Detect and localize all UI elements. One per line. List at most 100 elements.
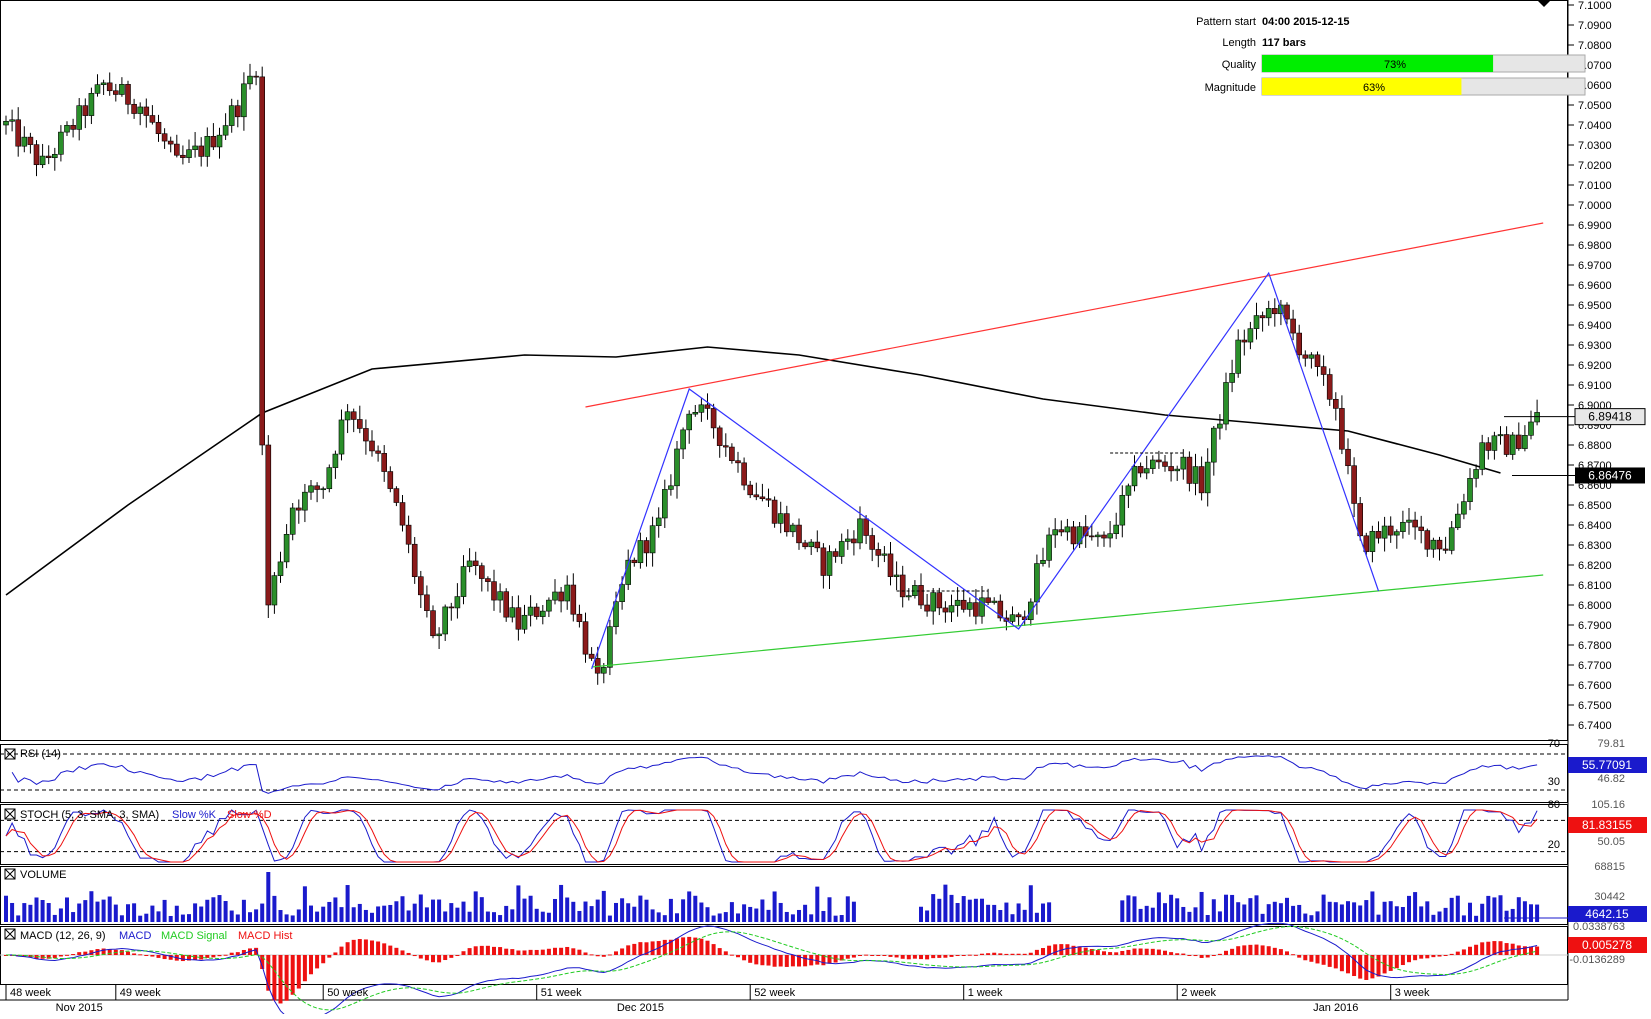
- macd-hist-bar: [363, 939, 368, 955]
- macd-hist-bar: [1120, 950, 1125, 955]
- macd-signal-legend: MACD Signal: [161, 930, 227, 942]
- rsi-panel[interactable]: RSI (14) 79.81 70 30 46.82 55.77091: [20, 738, 1647, 788]
- macd-hist-bar: [1516, 945, 1521, 955]
- candle: [1424, 528, 1431, 557]
- stochastic-panel[interactable]: STOCH (5, 3, SMA, 3, SMA) Slow %K Slow %…: [20, 799, 1647, 851]
- candle: [1107, 521, 1113, 548]
- volume-bar: [723, 912, 728, 922]
- macd-hist-bar: [1028, 952, 1033, 955]
- volume-bar: [126, 904, 130, 922]
- macd-hist-bar: [937, 955, 942, 958]
- candle-body: [851, 538, 857, 544]
- volume-bar: [980, 898, 984, 922]
- candle: [1247, 321, 1254, 350]
- candle-body: [765, 498, 772, 501]
- macd-hist-bar: [998, 953, 1003, 955]
- candle: [442, 604, 449, 641]
- candle-body: [1473, 469, 1479, 479]
- macd-hist-bar: [1187, 955, 1192, 956]
- candle-body: [661, 489, 668, 519]
- candle: [161, 128, 168, 149]
- price-tick-label: 6.7800: [1578, 640, 1612, 652]
- macd-hist-bar: [1077, 946, 1082, 955]
- candle-body: [1503, 434, 1510, 455]
- candle: [905, 588, 912, 601]
- candle: [1186, 451, 1193, 492]
- volume-bar: [772, 891, 777, 922]
- candle-body: [918, 585, 924, 606]
- volume-bar: [681, 899, 686, 922]
- volume-bar: [217, 895, 222, 922]
- candle: [411, 537, 418, 584]
- macd-hist-bar: [315, 955, 320, 969]
- volume-bar: [601, 890, 606, 922]
- macd-hist-bar: [1419, 955, 1424, 959]
- volume-bar: [65, 897, 69, 922]
- volume-bar: [1010, 914, 1015, 922]
- candle-body: [1040, 559, 1046, 564]
- macd-hist-bar: [1278, 949, 1283, 955]
- candle: [1448, 521, 1455, 555]
- candle-body: [1137, 466, 1144, 474]
- price-tick-label: 6.9400: [1578, 320, 1612, 332]
- candle: [381, 445, 388, 482]
- candle: [350, 408, 357, 433]
- volume-bar: [296, 909, 301, 922]
- time-axis[interactable]: 48 week 49 week 50 week 51 week 52 week 1 wee…: [5, 984, 1430, 1014]
- macd-hist-bar: [772, 955, 777, 967]
- candle: [954, 587, 961, 617]
- macd-hist-bar: [1132, 948, 1137, 955]
- price-tick-label: 6.8400: [1578, 520, 1612, 532]
- candle: [344, 404, 351, 434]
- candle: [1162, 454, 1168, 472]
- stoch-toggle-icon[interactable]: [4, 808, 16, 820]
- candle-body: [838, 541, 845, 557]
- candle-body: [832, 551, 839, 557]
- macd-hist-bar: [327, 955, 332, 958]
- candle-body: [930, 592, 937, 612]
- candle: [649, 516, 656, 567]
- candle-body: [1089, 535, 1095, 538]
- macd-hist-bar: [644, 942, 649, 955]
- volume-bar: [778, 902, 783, 922]
- macd-scale-bottom: -0.0136289: [1569, 954, 1625, 966]
- price-tick-label: 7.0100: [1578, 180, 1612, 192]
- macd-hist-bar: [83, 951, 88, 955]
- chart-menu-arrow-icon[interactable]: [1537, 0, 1551, 7]
- macd-hist-bar: [1364, 955, 1369, 980]
- macd-hist-bar: [1065, 944, 1070, 955]
- volume-bar: [662, 915, 667, 922]
- volume-bar: [187, 914, 191, 922]
- candle: [802, 539, 808, 550]
- volume-bar: [693, 895, 698, 922]
- candle: [1381, 516, 1388, 552]
- candle-body: [1387, 525, 1394, 536]
- candlestick-layer: [3, 63, 1540, 685]
- volume-bar: [540, 911, 545, 922]
- volume-bar: [34, 897, 39, 922]
- price-tick-label: 6.9600: [1578, 280, 1612, 292]
- candle: [119, 77, 125, 97]
- candle-body: [973, 602, 979, 617]
- price-tick-label: 6.8500: [1578, 500, 1612, 512]
- macd-hist-bar: [1224, 950, 1228, 955]
- macd-panel[interactable]: MACD (12, 26, 9) MACD MACD Signal MACD H…: [20, 921, 1647, 966]
- macd-toggle-icon[interactable]: [4, 928, 16, 940]
- volume-bar: [223, 901, 228, 922]
- candle-body: [564, 584, 571, 602]
- volume-bar: [473, 891, 478, 922]
- candle: [356, 405, 363, 434]
- volume-bar: [827, 897, 832, 922]
- volume-bar: [302, 886, 307, 922]
- candle: [704, 393, 711, 420]
- candle: [509, 596, 516, 623]
- price-axis[interactable]: 7.1000 7.0900 7.0800 7.0700 7.0600 7.0500 7.04…: [1568, 0, 1612, 732]
- candle-body: [1192, 466, 1199, 484]
- macd-hist-bar: [388, 945, 393, 955]
- candle: [881, 546, 888, 563]
- candle-body: [1442, 548, 1449, 551]
- volume-toggle-icon[interactable]: [4, 868, 16, 880]
- volume-panel[interactable]: VOLUME 68815 30442 4642.15: [20, 861, 1647, 922]
